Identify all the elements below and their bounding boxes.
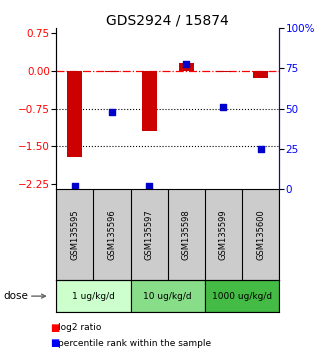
Bar — [142, 71, 157, 131]
Bar — [56, 280, 131, 312]
Text: percentile rank within the sample: percentile rank within the sample — [58, 339, 211, 348]
Bar — [205, 280, 279, 312]
Bar — [105, 71, 119, 72]
Point — [72, 183, 77, 188]
Text: GSM135599: GSM135599 — [219, 209, 228, 260]
Text: 10 ug/kg/d: 10 ug/kg/d — [143, 292, 192, 301]
Text: GSM135598: GSM135598 — [182, 209, 191, 260]
Bar — [131, 280, 205, 312]
Point — [221, 104, 226, 110]
Text: ■: ■ — [50, 338, 59, 348]
Bar — [179, 63, 194, 71]
Text: GSM135597: GSM135597 — [145, 209, 154, 260]
Text: log2 ratio: log2 ratio — [58, 323, 101, 332]
Text: GSM135596: GSM135596 — [108, 209, 117, 260]
Title: GDS2924 / 15874: GDS2924 / 15874 — [106, 13, 229, 27]
Text: GSM135595: GSM135595 — [70, 209, 79, 260]
Point — [258, 146, 263, 152]
Point — [109, 109, 115, 115]
Point — [184, 61, 189, 67]
Bar — [67, 71, 82, 157]
Text: ■: ■ — [50, 322, 59, 333]
Bar — [216, 71, 231, 72]
Text: 1000 ug/kg/d: 1000 ug/kg/d — [212, 292, 272, 301]
Text: 1 ug/kg/d: 1 ug/kg/d — [72, 292, 115, 301]
Point — [147, 183, 152, 188]
Text: GSM135600: GSM135600 — [256, 209, 265, 260]
Bar — [253, 71, 268, 79]
Text: dose: dose — [3, 291, 28, 301]
